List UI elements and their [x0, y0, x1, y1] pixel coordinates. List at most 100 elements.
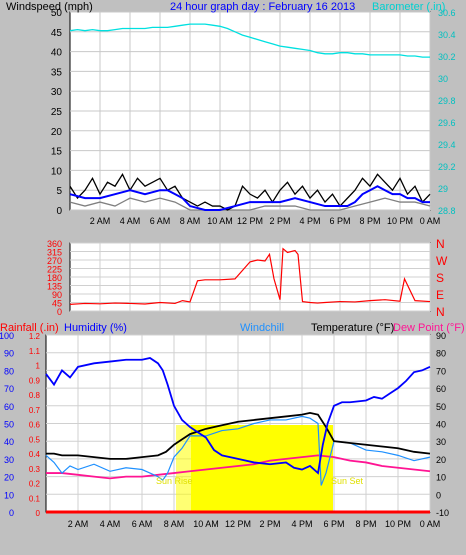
x-tick-label: 4 PM [299, 216, 320, 226]
temperature-tick-label: 90 [436, 331, 446, 341]
temperature-tick-label: 50 [436, 402, 446, 412]
y-tick-label: 45 [51, 28, 63, 39]
windspeed-axis-label: Windspeed (mph) [6, 1, 93, 13]
rain-tick-label: 0.7 [29, 406, 41, 415]
compass-label: W [436, 254, 448, 268]
y-tick-label: 5 [56, 186, 62, 197]
x-tick-label: 12 PM [225, 519, 251, 529]
humidity-tick-label: 100 [0, 331, 14, 341]
x-tick-label: 2 PM [269, 216, 290, 226]
rain-tick-label: 0.5 [29, 435, 41, 444]
humidity-tick-label: 20 [4, 473, 14, 483]
daylight-band-shoulder [176, 425, 191, 512]
temperature-tick-label: 60 [436, 384, 446, 394]
y-tick-label: 30 [51, 87, 63, 98]
temperature-tick-label: 70 [436, 366, 446, 376]
x-tick-label: 6 AM [150, 216, 171, 226]
humidity-line [45, 357, 431, 475]
x-tick-label: 2 PM [259, 519, 280, 529]
direction-tick-label: 45 [52, 299, 62, 309]
direction-tick-label: 315 [47, 248, 62, 258]
direction-tick-label: 360 [47, 239, 62, 249]
rain-tick-label: 0 [36, 509, 41, 518]
windchill-label: Windchill [240, 322, 284, 334]
humidity-tick-label: 30 [4, 455, 14, 465]
wind-barometer-panel: 0 5 10 15 20 25 30 35 40 45 50 28.8 29 29.2 29.4 29.6 2… [6, 1, 456, 226]
barometer-tick-label: 30.4 [438, 30, 456, 40]
dew-point-axis-label: Dew Point (°F) [393, 322, 465, 334]
compass-label: N [436, 237, 445, 251]
direction-tick-label: 90 [52, 290, 62, 300]
y-tick-label: 25 [51, 107, 63, 118]
direction-tick-label: 270 [47, 256, 62, 266]
dew-point-line [46, 454, 431, 480]
humidity-tick-label: 10 [4, 490, 14, 500]
x-tick-label: 4 AM [120, 216, 141, 226]
x-tick-label: 10 AM [207, 216, 233, 226]
y-tick-label: 0 [56, 206, 62, 217]
y-tick-label: 35 [51, 67, 63, 78]
temperature-tick-label: 20 [436, 455, 446, 465]
rain-tick-label: 0.2 [29, 480, 41, 489]
barometer-tick-label: 29 [438, 184, 448, 194]
compass-label: N [436, 305, 445, 319]
humidity-tick-label: 0 [9, 508, 14, 518]
rain-tick-label: 1 [36, 362, 41, 371]
y-tick-label: 15 [51, 147, 63, 158]
y-tick-label: 20 [51, 127, 63, 138]
temperature-line [46, 411, 431, 460]
rain-tick-label: 0.8 [29, 391, 41, 400]
x-tick-label: 10 AM [193, 519, 219, 529]
x-tick-label: 8 AM [180, 216, 201, 226]
humidity-tick-label: 90 [4, 349, 14, 359]
temperature-tick-label: -10 [436, 508, 449, 518]
temperature-tick-label: 0 [436, 490, 441, 500]
rain-tick-label: 1.1 [29, 347, 41, 356]
x-tick-label: 8 PM [355, 519, 376, 529]
chart-title: 24 hour graph day : February 16 2013 [170, 1, 355, 13]
x-tick-label: 2 AM [90, 216, 111, 226]
rain-tick-label: 0.3 [29, 465, 41, 474]
barometer-tick-label: 28.8 [438, 206, 456, 216]
barometer-tick-label: 29.2 [438, 162, 456, 172]
direction-tick-label: 135 [47, 282, 62, 292]
temperature-tick-label: 80 [436, 349, 446, 359]
compass-label: E [436, 288, 444, 302]
x-tick-label: 8 PM [359, 216, 380, 226]
wind-avg-line [69, 185, 430, 211]
direction-tick-label: 0 [57, 307, 62, 317]
compass-label: S [436, 271, 444, 285]
humidity-axis-label: Humidity (%) [64, 322, 127, 334]
temperature-humidity-panel: 0 0.1 0.2 0.3 0.4 0.5 0.6 0.7 0.8 0.9 1 1.1 1.2 0 10 2… [0, 322, 465, 529]
x-tick-label: 0 AM [420, 519, 441, 529]
x-tick-label: 8 AM [164, 519, 185, 529]
x-tick-label: 4 PM [291, 519, 312, 529]
rain-tick-label: 0.4 [29, 450, 41, 459]
barometer-tick-label: 29.6 [438, 118, 456, 128]
humidity-tick-label: 50 [4, 420, 14, 430]
direction-tick-label: 225 [47, 265, 62, 275]
barometer-line [69, 23, 430, 58]
rain-tick-label: 0.1 [29, 494, 41, 503]
barometer-tick-label: 30 [438, 74, 448, 84]
rain-tick-label: 1.2 [29, 332, 41, 341]
wind-low-line [69, 197, 431, 211]
sunset-annotation: Sun Set [331, 476, 364, 486]
rain-tick-label: 0.6 [29, 421, 41, 430]
x-tick-label: 10 PM [387, 216, 413, 226]
x-tick-label: 0 AM [420, 216, 441, 226]
x-tick-label: 6 AM [132, 519, 153, 529]
x-tick-label: 10 PM [385, 519, 411, 529]
y-tick-label: 10 [51, 166, 63, 177]
x-tick-label: 4 AM [100, 519, 121, 529]
humidity-tick-label: 70 [4, 384, 14, 394]
y-tick-label: 40 [51, 48, 63, 59]
barometer-axis-label: Barometer (.in) [372, 1, 445, 13]
humidity-tick-label: 40 [4, 437, 14, 447]
rainfall-axis-label: Rainfall (.in) [0, 322, 59, 334]
humidity-tick-label: 60 [4, 402, 14, 412]
x-tick-label: 6 PM [323, 519, 344, 529]
humidity-tick-label: 80 [4, 366, 14, 376]
